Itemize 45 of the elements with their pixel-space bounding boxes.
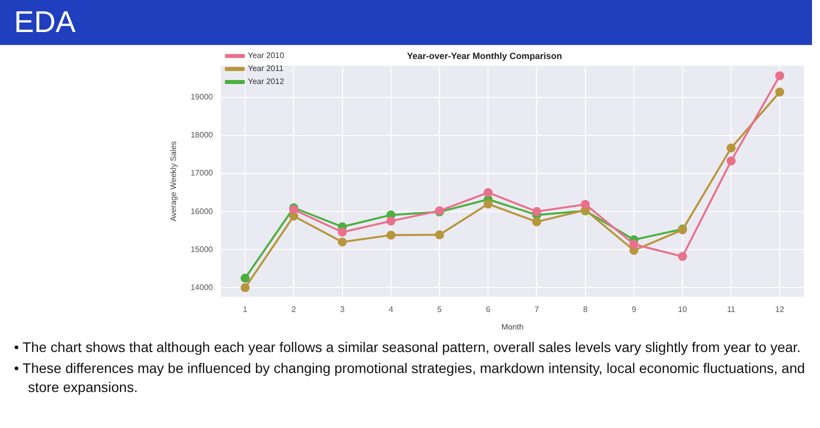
point — [484, 199, 493, 208]
x-tick-label: 7 — [534, 304, 540, 314]
y-axis-title: Average Weekly Sales — [169, 141, 178, 222]
point — [386, 216, 396, 226]
text: EDA — [0, 0, 812, 45]
point — [775, 71, 784, 80]
point — [629, 240, 638, 249]
point — [532, 217, 542, 226]
point — [580, 200, 590, 209]
y-tick-label: 17000 — [190, 168, 214, 178]
x-tick-label: 10 — [678, 304, 688, 314]
x-tick-label: 8 — [583, 304, 588, 314]
point — [532, 207, 542, 216]
point — [338, 238, 347, 246]
point — [775, 88, 784, 97]
point — [338, 228, 347, 237]
x-tick-label: 1 — [242, 304, 248, 314]
point — [726, 144, 736, 152]
x-tick-label: 4 — [388, 304, 394, 314]
chart-title: Year-over-Year Monthly Comparison — [406, 50, 562, 61]
x-tick-label: 11 — [726, 304, 736, 314]
legend-label: Year 2010 — [248, 51, 285, 60]
x-tick-label: 3 — [340, 304, 346, 314]
y-tick-label: 14000 — [190, 282, 214, 292]
x-axis-title: Month — [501, 322, 524, 332]
y-tick-label: 15000 — [190, 244, 214, 254]
legend-label: Year 2011 — [248, 64, 284, 74]
text: • The chart shows that although each year follows a similar seasonal pattern, overall sales levels vary slightly from year to year. — [14, 338, 802, 357]
x-tick-label: 6 — [486, 304, 491, 314]
y-tick-label: 19000 — [190, 92, 214, 102]
y-tick-label: 16000 — [190, 206, 214, 216]
legend-label: Year 2012 — [248, 77, 285, 86]
point — [678, 252, 688, 261]
point — [240, 274, 250, 283]
point — [484, 188, 493, 198]
x-tick-label: 2 — [292, 304, 297, 314]
text: • These differences may be influenced by changing promotional strategies, markdown intensity, local economic fluctuations, and store expansions. — [14, 359, 806, 397]
x-tick-label: 12 — [775, 304, 785, 314]
x-tick-label: 5 — [437, 304, 442, 314]
x-tick-label: 9 — [632, 304, 637, 314]
point — [240, 283, 250, 292]
point — [435, 230, 444, 240]
y-tick-label: 18000 — [190, 130, 214, 140]
point — [386, 230, 396, 240]
point — [726, 156, 736, 166]
